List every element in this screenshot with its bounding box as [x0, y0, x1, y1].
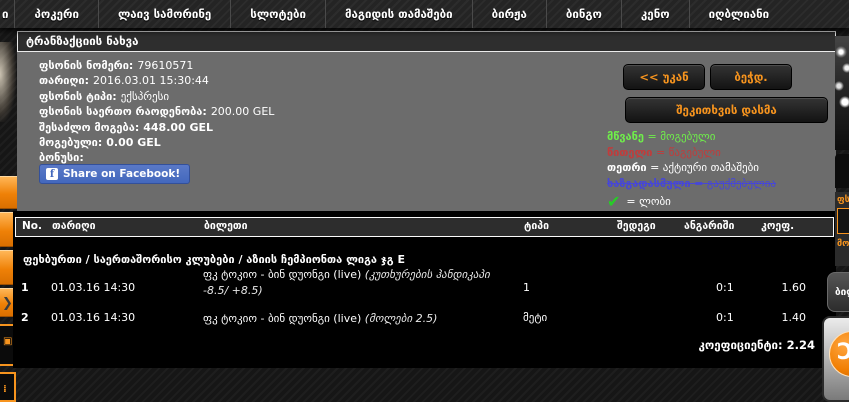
- facebook-share-button[interactable]: f Share on Facebook!: [39, 164, 191, 184]
- nav-item-poker[interactable]: პოკერი: [15, 0, 99, 28]
- rail-button-chevron[interactable]: ❯: [0, 288, 17, 317]
- nav-item-bingo[interactable]: ბინგო: [547, 0, 622, 28]
- total-coefficient: კოეფიციენტი: 2.24: [698, 338, 815, 352]
- nav-item-keno[interactable]: კენო: [622, 0, 690, 28]
- info-bet-number: ფსონის ნომერი: 79610571: [39, 59, 194, 72]
- league-group-title: ფეხბურთი / საერთაშორისო კლუბები / აზიის …: [23, 253, 405, 266]
- nav-item-exchange[interactable]: ბირჟა: [473, 0, 547, 28]
- betslip-panel: ფსონ მოგ: [835, 192, 849, 266]
- info-total-amount: ფსონის საერთო რაოდენობა: 200.00 GEL: [39, 105, 275, 119]
- back-button[interactable]: << უკან: [623, 64, 705, 90]
- legend-cancelled: ხაზგადასმული = გაუქმებულია: [607, 176, 776, 190]
- facebook-share-label: Share on Facebook!: [63, 168, 181, 180]
- info-date: თარიღი: 2016.03.01 15:30:44: [39, 74, 209, 88]
- sidebar-panel-top: [835, 154, 849, 188]
- betslip-win-label: მოგ: [837, 239, 849, 249]
- legend-won: მწვანე = მოგებული: [607, 130, 716, 143]
- nav-item-live-casino[interactable]: ლაივ სამორინე: [99, 0, 232, 28]
- row-no: 1: [21, 281, 29, 294]
- header-coef: კოეფ.: [761, 220, 795, 232]
- facebook-icon: f: [46, 168, 58, 180]
- live-chat-button[interactable]: Ɔ: [822, 316, 849, 402]
- panel-title: ტრანზაქციის ნახვა: [17, 31, 836, 52]
- rail-button-1[interactable]: [0, 176, 17, 209]
- ask-question-button[interactable]: შეკითხვის დასმა: [625, 97, 828, 123]
- nav-item-slots[interactable]: სლოტები: [231, 0, 326, 28]
- ticket-tab[interactable]: ბილეთი: [827, 272, 849, 312]
- header-ticket: ბილეთი: [204, 220, 248, 232]
- header-result: შედეგი: [617, 220, 656, 232]
- info-possible-win: შესაძლო მოგება: 448.00 GEL: [39, 120, 214, 134]
- top-nav: ი პოკერი ლაივ სამორინე სლოტები მაგიდის თ…: [0, 0, 849, 28]
- left-photo-fragment: [0, 42, 16, 122]
- status-legend: მწვანე = მოგებული წითელი = წაგებული თეთრ…: [607, 130, 776, 212]
- rail-box-list[interactable]: ⁞: [0, 372, 16, 402]
- header-no: No.: [22, 220, 42, 232]
- header-date: თარიღი: [52, 220, 96, 232]
- row-market: (კუთხურების ჰანდიკაპი -8.5/ +8.5): [203, 268, 490, 297]
- legend-lobby: ✔ = ლობი: [607, 192, 671, 212]
- row-date: 01.03.16 14:30: [51, 311, 136, 324]
- row-market: (მოლები 2.5): [364, 312, 438, 325]
- list-icon: ⁞: [3, 384, 7, 395]
- header-score: ანგარიში: [684, 220, 735, 232]
- nav-item-lucky[interactable]: იღბლიანი: [708, 7, 770, 21]
- legend-lost: წითელი = წაგებული: [607, 145, 721, 159]
- legend-active: თეთრი = აქტიური თამაშები: [607, 161, 759, 175]
- table-header-row: No. თარიღი ბილეთი ტიპი შედეგი ანგარიში კ…: [15, 217, 834, 237]
- check-icon: ✔: [607, 192, 621, 212]
- info-won: მოგებული: 0.00 GEL: [39, 135, 161, 149]
- nav-item-table-games[interactable]: მაგიდის თამაშები: [326, 0, 473, 28]
- info-bonus: ბონუსი:: [39, 151, 84, 165]
- row-date: 01.03.16 14:30: [51, 281, 136, 294]
- live-chat-icon: Ɔ: [829, 331, 849, 377]
- transaction-panel: ფსონის ნომერი: 79610571 თარიღი: 2016.03.01…: [17, 52, 836, 211]
- header-type: ტიპი: [524, 220, 549, 232]
- row-ticket: ფკ ტოკიო - ბინ დუონგი (live) (კუთხურების…: [203, 268, 490, 297]
- row-coef: 1.60: [781, 281, 807, 294]
- rail-button-2[interactable]: [0, 212, 17, 247]
- bets-table: No. თარიღი ბილეთი ტიპი შედეგი ანგარიში კ…: [13, 211, 836, 368]
- row-coef: 1.40: [781, 311, 807, 324]
- row-score: 0:1: [716, 311, 734, 324]
- sidebar-banner-photo: [835, 36, 849, 150]
- print-button[interactable]: ბეჭდ.: [710, 64, 792, 90]
- betslip-stake-label: ფსონ: [837, 195, 849, 205]
- info-bet-type: ფსონის ტიპი: ექსპრესი: [39, 89, 170, 103]
- transaction-info: ფსონის ნომერი: 79610571 თარიღი: 2016.03.01…: [39, 59, 274, 167]
- row-type: 1: [523, 281, 530, 294]
- row-ticket: ფკ ტოკიო - ბინ დუონგი (live) (მოლები 2.5…: [203, 312, 438, 325]
- row-no: 2: [21, 311, 29, 324]
- row-score: 0:1: [716, 281, 734, 294]
- nav-item-partial[interactable]: ი: [0, 0, 16, 28]
- rail-button-3[interactable]: [0, 250, 17, 285]
- betslip-stake-input[interactable]: [837, 208, 849, 234]
- row-type: მეტი: [523, 311, 548, 324]
- grid-icon: ▣: [3, 336, 13, 347]
- chevron-right-icon: ❯: [2, 296, 13, 311]
